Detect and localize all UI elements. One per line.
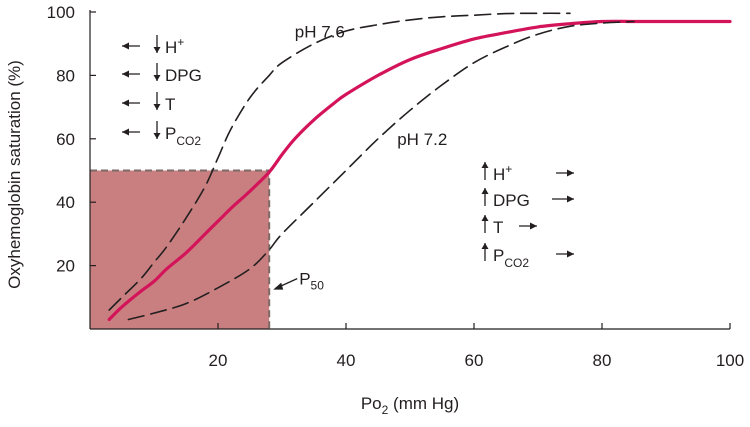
x-axis-title-sub: 2 <box>382 403 389 417</box>
left-shift-factor-1: DPG <box>165 66 202 85</box>
left-shift-factor-3-sub: CO2 <box>176 134 201 148</box>
right-shift-up-arrow-0-head <box>481 162 489 168</box>
right-shift-up-arrow-3-head <box>481 243 489 249</box>
right-shift-factor-3: PCO2 <box>493 246 529 270</box>
left-shift-arrow-3-head <box>122 128 129 136</box>
left-shift-factor-2-main: T <box>165 95 175 114</box>
x-tick-label: 100 <box>716 351 744 370</box>
dashed-curve-2 <box>127 20 635 321</box>
left-shift-factor-0-main: H <box>165 38 177 57</box>
left-shift-arrow-1-head <box>122 70 129 78</box>
right-shift-factor-3-sub: CO2 <box>504 256 529 270</box>
x-tick-label: 20 <box>209 351 228 370</box>
y-axis-title: Oxyhemoglobin saturation (%) <box>5 60 24 289</box>
p50-arrow-head <box>273 282 284 290</box>
left-shift-down-arrow-1-head <box>153 75 161 81</box>
right-shift-up-arrow-2-head <box>481 215 489 221</box>
left-shift-down-arrow-2-head <box>153 104 161 110</box>
right-shift-arrow-2-head <box>530 222 537 230</box>
p50-shaded-area <box>90 170 270 329</box>
x-axis-title-main: Po <box>361 394 382 413</box>
left-shift-down-arrow-3-head <box>153 133 161 139</box>
y-tick-label: 40 <box>56 193 75 212</box>
left-shift-factor-3-main: P <box>165 124 176 143</box>
main-dissociation-curve <box>107 19 732 322</box>
right-shift-factor-2: T <box>493 218 503 237</box>
p50-label-sub: 50 <box>311 279 325 293</box>
left-shift-arrow-0-head <box>122 42 129 50</box>
right-shift-factor-0: H+ <box>493 162 512 184</box>
right-shift-factor-2-main: T <box>493 218 503 237</box>
left-shift-factor-0-sup: + <box>177 35 184 49</box>
p50-layer <box>90 169 271 329</box>
x-axis-title: Po2 (mm Hg) <box>361 394 459 417</box>
right-shift-factor-1-main: DPG <box>493 191 530 210</box>
y-tick-label: 100 <box>47 3 75 22</box>
y-tick-label: 20 <box>56 257 75 276</box>
left-shift-down-arrow-0-head <box>153 47 161 53</box>
right-shift-arrow-1-head <box>567 195 574 203</box>
left-shift-factor-0: H+ <box>165 35 184 57</box>
series-label-0: pH 7.6 <box>295 22 345 41</box>
series-label-1: pH 7.2 <box>397 130 447 149</box>
left-shift-arrow-2-head <box>122 99 129 107</box>
left-shift-factor-3: PCO2 <box>165 124 201 148</box>
right-shift-arrow-0-head <box>567 169 574 177</box>
x-tick-label: 60 <box>465 351 484 370</box>
dashed-curve-0 <box>108 12 571 311</box>
left-shift-factor-2: T <box>165 95 175 114</box>
right-shift-up-arrow-1-head <box>481 188 489 194</box>
right-shift-arrow-3-head <box>567 250 574 258</box>
y-tick-label: 80 <box>56 66 75 85</box>
right-shift-factor-0-sup: + <box>505 162 512 176</box>
axes-layer: 20 40 60 80 100 20 40 60 80 100 Po2 (mm Hg) Oxyhemo… <box>5 3 744 417</box>
p50-label: P50 <box>299 270 324 293</box>
y-tick-label: 60 <box>56 130 75 149</box>
right-shift-factor-1: DPG <box>493 191 530 210</box>
p50-label-main: P <box>299 270 310 289</box>
x-tick-label: 80 <box>593 351 612 370</box>
x-tick-label: 40 <box>337 351 356 370</box>
right-shift-factor-0-main: H <box>493 165 505 184</box>
left-shift-factor-1-main: DPG <box>165 66 202 85</box>
x-axis-title-rest: (mm Hg) <box>388 394 459 413</box>
right-shift-factor-3-main: P <box>493 246 504 265</box>
series-layer <box>107 12 732 322</box>
